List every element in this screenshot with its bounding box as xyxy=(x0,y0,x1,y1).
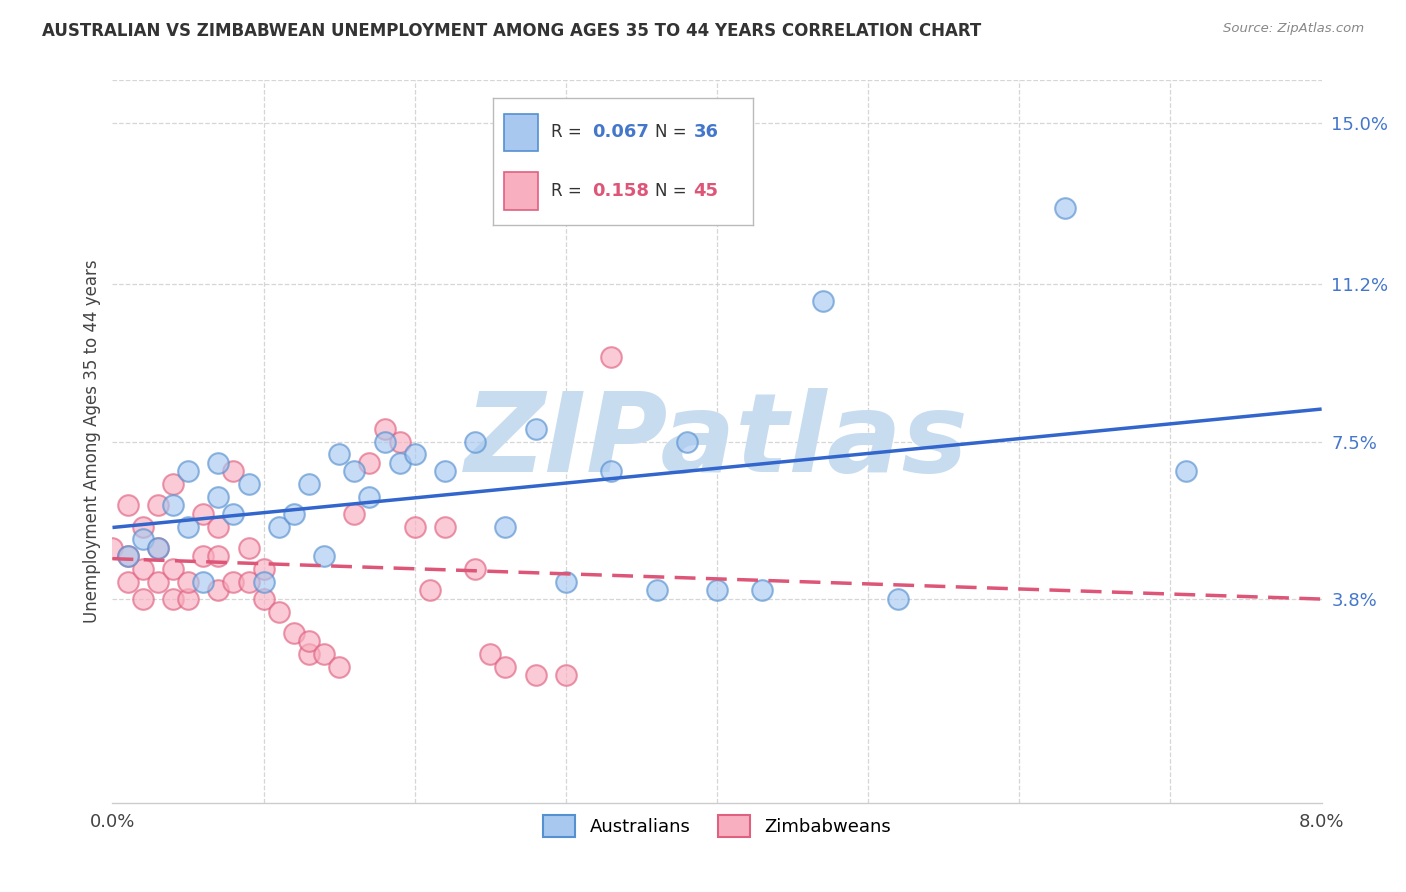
Point xyxy=(162,498,184,512)
Point xyxy=(238,477,260,491)
Point xyxy=(207,549,229,564)
Point xyxy=(207,583,229,598)
Point xyxy=(207,456,229,470)
Point xyxy=(146,541,169,555)
Point xyxy=(177,464,200,478)
Point xyxy=(117,549,139,564)
Point xyxy=(464,562,486,576)
Point xyxy=(887,591,910,606)
Point xyxy=(600,464,623,478)
Point xyxy=(298,647,321,661)
Point xyxy=(524,422,547,436)
Point xyxy=(495,660,517,674)
Point xyxy=(132,533,155,547)
Point xyxy=(253,591,276,606)
Point xyxy=(1053,201,1076,215)
Point xyxy=(207,519,229,533)
Point xyxy=(554,668,576,682)
Point xyxy=(253,562,276,576)
Point xyxy=(388,456,411,470)
Point xyxy=(283,625,305,640)
Point xyxy=(117,498,139,512)
Point xyxy=(554,574,576,589)
Point xyxy=(600,350,623,364)
Point xyxy=(222,464,245,478)
Point xyxy=(191,507,215,521)
Point xyxy=(146,574,169,589)
Point xyxy=(177,574,200,589)
Point xyxy=(645,583,668,598)
Point xyxy=(146,541,169,555)
Point xyxy=(675,434,697,449)
Point xyxy=(1174,464,1197,478)
Point xyxy=(479,647,502,661)
Legend: Australians, Zimbabweans: Australians, Zimbabweans xyxy=(536,808,898,845)
Point xyxy=(328,660,350,674)
Point xyxy=(146,498,169,512)
Point xyxy=(222,574,245,589)
Point xyxy=(312,647,335,661)
Y-axis label: Unemployment Among Ages 35 to 44 years: Unemployment Among Ages 35 to 44 years xyxy=(83,260,101,624)
Point xyxy=(388,434,411,449)
Point xyxy=(253,574,276,589)
Point xyxy=(404,447,426,461)
Point xyxy=(222,507,245,521)
Point xyxy=(117,574,139,589)
Point xyxy=(328,447,350,461)
Point xyxy=(207,490,229,504)
Text: Source: ZipAtlas.com: Source: ZipAtlas.com xyxy=(1223,22,1364,36)
Point xyxy=(238,574,260,589)
Point xyxy=(404,519,426,533)
Point xyxy=(132,519,155,533)
Point xyxy=(177,591,200,606)
Point xyxy=(312,549,335,564)
Point xyxy=(267,519,290,533)
Point xyxy=(101,541,124,555)
Point xyxy=(706,583,728,598)
Point xyxy=(117,549,139,564)
Point xyxy=(464,434,486,449)
Point xyxy=(191,574,215,589)
Point xyxy=(373,422,396,436)
Point xyxy=(811,294,834,309)
Point xyxy=(298,634,321,648)
Point xyxy=(191,549,215,564)
Point xyxy=(298,477,321,491)
Point xyxy=(162,562,184,576)
Text: ZIPatlas: ZIPatlas xyxy=(465,388,969,495)
Point xyxy=(751,583,773,598)
Point xyxy=(177,519,200,533)
Point xyxy=(343,464,366,478)
Point xyxy=(433,519,456,533)
Point xyxy=(373,434,396,449)
Point xyxy=(524,668,547,682)
Text: AUSTRALIAN VS ZIMBABWEAN UNEMPLOYMENT AMONG AGES 35 TO 44 YEARS CORRELATION CHAR: AUSTRALIAN VS ZIMBABWEAN UNEMPLOYMENT AM… xyxy=(42,22,981,40)
Point xyxy=(267,605,290,619)
Point xyxy=(162,591,184,606)
Point xyxy=(359,456,381,470)
Point xyxy=(162,477,184,491)
Point xyxy=(283,507,305,521)
Point xyxy=(433,464,456,478)
Point xyxy=(419,583,441,598)
Point xyxy=(132,591,155,606)
Point xyxy=(343,507,366,521)
Point xyxy=(359,490,381,504)
Point xyxy=(495,519,517,533)
Point xyxy=(132,562,155,576)
Point xyxy=(238,541,260,555)
